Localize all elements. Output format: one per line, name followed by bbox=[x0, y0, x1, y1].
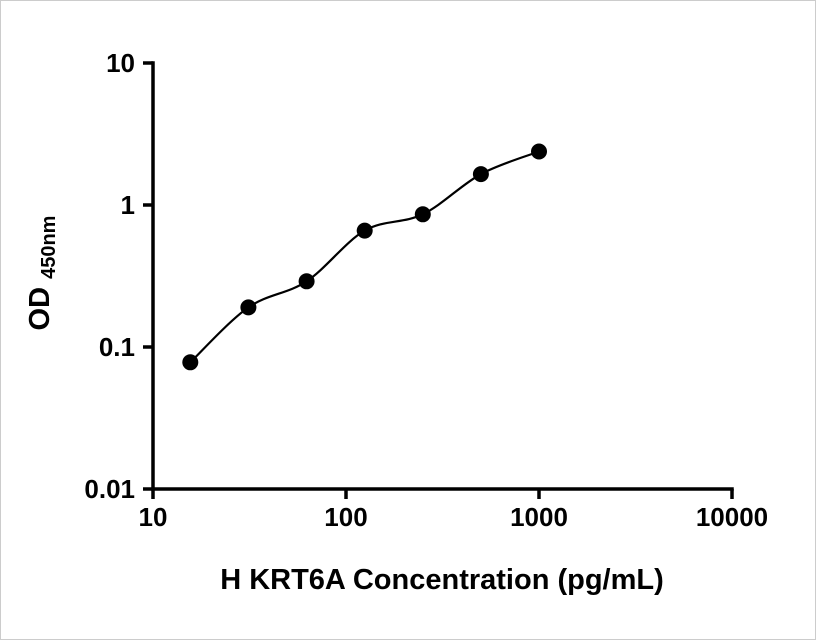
axis-lines bbox=[151, 61, 734, 491]
x-tick-label: 10 bbox=[139, 502, 168, 532]
x-tick-label: 10000 bbox=[696, 502, 768, 532]
data-point bbox=[531, 143, 547, 160]
axes bbox=[151, 61, 734, 491]
data-point bbox=[182, 354, 199, 371]
data-point bbox=[472, 166, 489, 183]
data-points bbox=[182, 143, 547, 371]
x-axis-title: H KRT6A Concentration (pg/mL) bbox=[220, 564, 664, 596]
y-tick-label: 1 bbox=[121, 190, 135, 220]
y-axis-title-main: OD bbox=[24, 287, 56, 331]
y-tick-label: 0.1 bbox=[99, 332, 135, 362]
x-tick-label: 1000 bbox=[510, 502, 568, 532]
tick-marks bbox=[143, 61, 734, 499]
tick-labels: 0.01 0.1 1 10 10 100 1000 10000 bbox=[84, 48, 768, 532]
x-tick-label: 100 bbox=[324, 502, 367, 532]
standard-curve-line bbox=[189, 150, 540, 364]
fitted-curve bbox=[189, 150, 540, 364]
y-tick-label: 10 bbox=[106, 48, 135, 78]
data-point bbox=[414, 206, 431, 223]
data-point bbox=[298, 273, 315, 290]
y-axis-title-sub: 450nm bbox=[38, 216, 60, 279]
y-tick-label: 0.01 bbox=[84, 474, 135, 504]
data-point bbox=[240, 299, 257, 316]
y-axis-title: OD 450nm bbox=[24, 216, 60, 331]
data-point bbox=[356, 222, 373, 239]
